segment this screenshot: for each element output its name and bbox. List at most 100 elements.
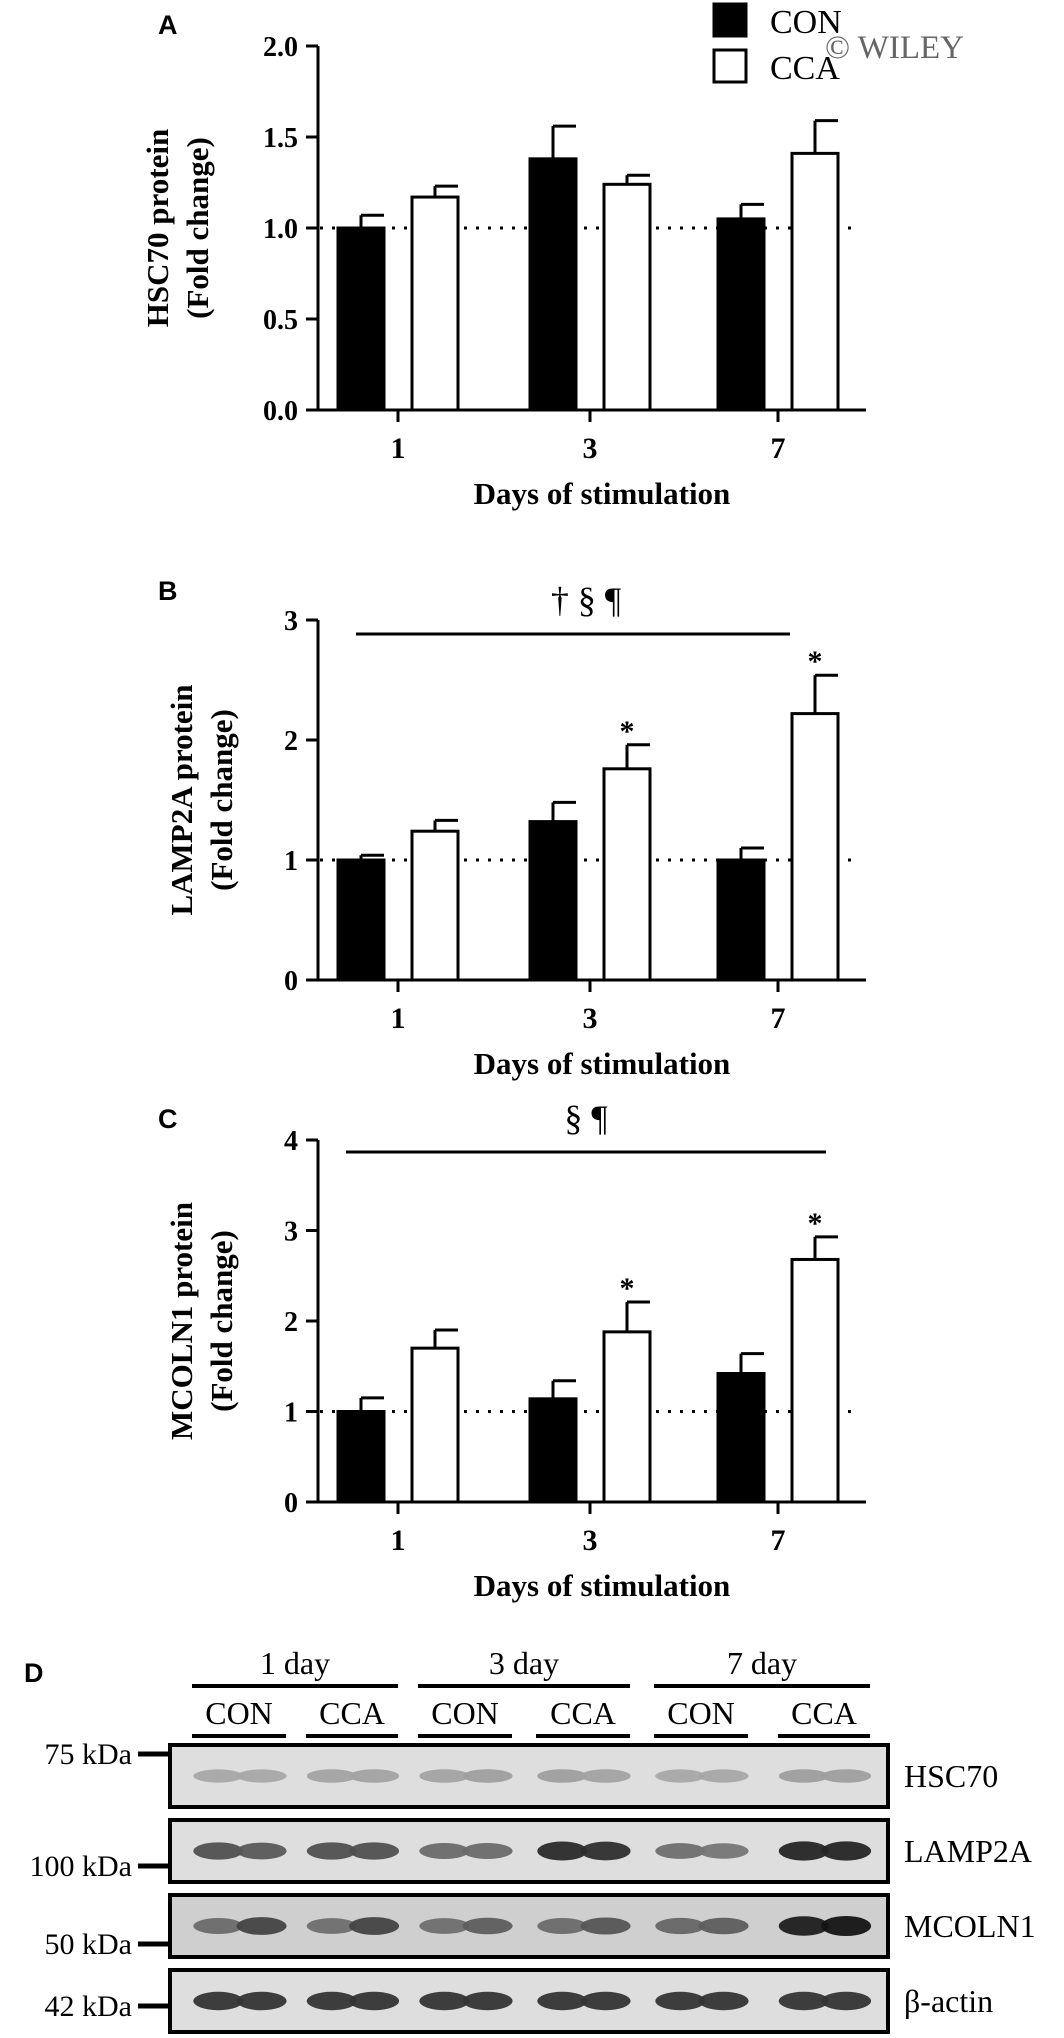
blot-band — [306, 1842, 357, 1860]
panel-c-chart: C 0 1 2 3 4 1 * 3 * 7 Days of stimulation MCOLN1 pr… — [158, 1098, 866, 1603]
y-tick-label: 3 — [284, 606, 298, 637]
bar-con-day-1 — [336, 1410, 386, 1504]
blot-band — [537, 1769, 588, 1783]
significance-symbols: † § ¶ — [551, 580, 621, 620]
blot-band — [537, 1991, 588, 2011]
blot-band — [306, 1991, 357, 2011]
panel-d-letter: D — [24, 1658, 44, 1688]
x-axis-title: Days of stimulation — [474, 476, 731, 511]
blot-strip-lamp2a — [168, 1818, 890, 1884]
y-axis-title-line: LAMP2A protein — [164, 684, 199, 915]
x-tick-label: 1 — [391, 432, 406, 465]
blot-band — [462, 1769, 513, 1783]
x-axis-title: Days of stimulation — [474, 1046, 731, 1081]
y-tick-label: 4 — [284, 1126, 298, 1157]
blot-band — [537, 1918, 588, 1934]
legend-swatch-con — [712, 2, 748, 38]
y-tick-label: 0 — [284, 966, 298, 997]
blot-band — [236, 1842, 287, 1860]
blot-protein-label: β-actin — [904, 1983, 993, 2019]
blot-protein-label: LAMP2A — [904, 1833, 1032, 1869]
blot-marker-label: 100 kDa — [30, 1850, 132, 1883]
blot-marker-label: 75 kDa — [45, 1738, 132, 1771]
significance-star: * — [808, 1207, 823, 1240]
blot-condition-label: CCA — [791, 1695, 857, 1731]
blot-band — [236, 1769, 287, 1783]
blot-condition-label: CON — [667, 1695, 735, 1731]
blot-band — [462, 1917, 513, 1935]
blot-band — [193, 1769, 244, 1783]
blot-band — [821, 1916, 872, 1936]
blot-band — [698, 1991, 749, 2011]
panel-a-chart: A 0.0 0.5 1.0 1.5 2.0 1 3 7 Days of stimulation H… — [140, 10, 866, 511]
y-tick-label: 1 — [284, 846, 298, 877]
y-tick-label: 0.5 — [263, 305, 298, 336]
blot-band — [419, 1991, 470, 2011]
bar-cca-day-7 — [790, 151, 840, 412]
panel-a-letter: A — [158, 10, 178, 40]
bar-con-day-1 — [336, 858, 386, 982]
blot-band — [193, 1918, 244, 1934]
y-tick-label: 1.0 — [263, 214, 298, 245]
blot-protein-label: MCOLN1 — [904, 1908, 1036, 1944]
bar-cca-day-1 — [410, 195, 460, 412]
y-axis-title-line: HSC70 protein — [140, 129, 175, 327]
bar-cca-day-3 — [602, 1330, 652, 1504]
blot-band — [349, 1842, 400, 1860]
blot-band — [698, 1917, 749, 1935]
blot-band — [655, 1917, 706, 1935]
y-axis-title-line: (Fold change) — [180, 137, 215, 319]
legend-label-con: CON — [770, 4, 842, 41]
panel-d-blot: D 1 day CON CCA 3 day CON CCA 7 day CON CCA HSC70… — [24, 1645, 1036, 2034]
bar-con-day-3 — [528, 820, 578, 982]
blot-strip-mcoln1 — [168, 1893, 890, 1959]
blot-band — [349, 1917, 400, 1935]
panel-b-letter: B — [158, 576, 178, 606]
blot-band — [821, 1769, 872, 1783]
blot-band — [778, 1916, 829, 1936]
y-axis-title-line: (Fold change) — [204, 709, 239, 891]
blot-strip-hsc70 — [168, 1743, 890, 1809]
blot-band — [306, 1918, 357, 1934]
blot-band — [537, 1841, 588, 1861]
bar-cca-day-7 — [790, 1257, 840, 1504]
blot-band — [193, 1842, 244, 1860]
blot-band — [349, 1991, 400, 2011]
bar-cca-day-1 — [410, 829, 460, 982]
blot-band — [778, 1991, 829, 2011]
blot-band — [580, 1769, 631, 1783]
y-tick-label: 3 — [284, 1217, 298, 1248]
blot-band — [821, 1841, 872, 1861]
x-tick-label: 7 — [771, 1002, 786, 1035]
blot-band — [580, 1841, 631, 1861]
bar-con-day-1 — [336, 226, 386, 412]
blot-band — [655, 1843, 706, 1859]
blot-protein-label: HSC70 — [904, 1758, 998, 1794]
blot-band — [419, 1769, 470, 1783]
blot-band — [698, 1843, 749, 1859]
watermark: © WILEY — [825, 30, 964, 66]
blot-band — [306, 1769, 357, 1783]
blot-condition-label: CON — [205, 1695, 273, 1731]
x-tick-label: 1 — [391, 1524, 406, 1557]
legend: CON CCA — [712, 2, 842, 87]
bar-con-day-7 — [716, 1371, 766, 1504]
x-tick-label: 3 — [583, 432, 598, 465]
blot-band — [193, 1991, 244, 2011]
blot-band — [778, 1769, 829, 1783]
y-tick-label: 0.0 — [263, 396, 298, 427]
blot-marker-label: 42 kDa — [45, 1990, 132, 2023]
blot-band — [698, 1769, 749, 1783]
y-tick-label: 0 — [284, 1488, 298, 1519]
blot-band — [419, 1843, 470, 1859]
y-axis-title-line: MCOLN1 protein — [164, 1202, 199, 1440]
x-tick-label: 7 — [771, 1524, 786, 1557]
significance-symbols: § ¶ — [564, 1098, 607, 1138]
blot-band — [462, 1843, 513, 1859]
blot-band — [655, 1769, 706, 1783]
x-axis-title: Days of stimulation — [474, 1568, 731, 1603]
bar-cca-day-1 — [410, 1346, 460, 1504]
y-tick-label: 1.5 — [263, 123, 298, 154]
significance-star: * — [620, 715, 635, 748]
blot-group-label: 7 day — [727, 1645, 797, 1681]
